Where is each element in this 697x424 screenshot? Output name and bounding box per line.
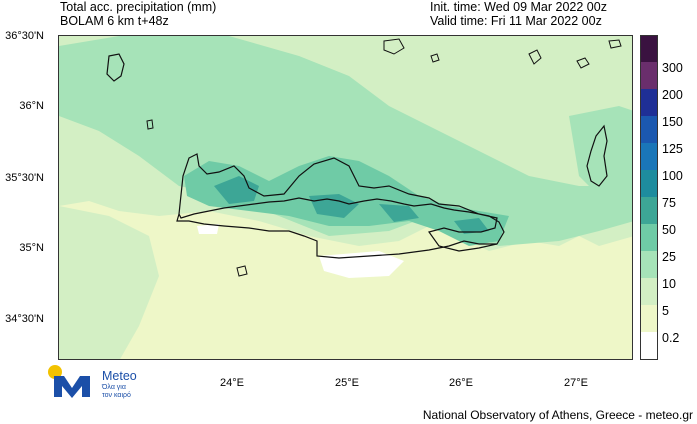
- legend-label-200: 200: [662, 88, 683, 102]
- lon-label-25: 25°E: [335, 377, 359, 389]
- init-time: Init. time: Wed 09 Mar 2022 00z: [430, 0, 607, 14]
- crete-south-coast: [176, 213, 497, 259]
- precip-zone-10-25: [59, 36, 632, 246]
- lat-label-35-30: 35°30'N: [5, 172, 44, 184]
- legend-swatch-5: [641, 197, 657, 224]
- title-line-1: Total acc. precipitation (mm): [60, 0, 217, 14]
- legend-swatch-6: [641, 170, 657, 197]
- gavdos-island: [236, 265, 248, 277]
- legend-swatch-8: [641, 116, 657, 143]
- forecast-times: Init. time: Wed 09 Mar 2022 00z Valid ti…: [430, 0, 607, 28]
- legend-swatch-2: [641, 278, 657, 305]
- meteo-logo-icon: [48, 365, 90, 398]
- legend-label-75: 75: [662, 196, 676, 210]
- lon-label-24: 24°E: [220, 377, 244, 389]
- footer-credit: National Observatory of Athens, Greece -…: [422, 408, 693, 422]
- map-svg: [59, 36, 632, 359]
- legend-label-150: 150: [662, 115, 683, 129]
- legend-swatch-4: [641, 224, 657, 251]
- lat-label-35: 35°N: [19, 242, 44, 254]
- precipitation-map[interactable]: [58, 35, 633, 360]
- meteo-logo[interactable]: Meteo Όλα για τον καιρό: [46, 364, 156, 402]
- precipitation-legend: [640, 35, 658, 360]
- lat-label-34-30: 34°30'N: [5, 313, 44, 325]
- legend-swatch-3: [641, 251, 657, 278]
- legend-label-25: 25: [662, 250, 676, 264]
- legend-label-10: 10: [662, 277, 676, 291]
- lon-label-26: 26°E: [449, 377, 473, 389]
- precip-zone-50-75-d: [454, 218, 489, 234]
- antikythera-island: [146, 119, 154, 130]
- legend-swatch-9: [641, 89, 657, 116]
- legend-swatch-10: [641, 62, 657, 89]
- legend-swatch-11: [641, 36, 657, 62]
- crete-coastline: [178, 153, 505, 252]
- legend-swatch-1: [641, 305, 657, 332]
- logo-tagline-line1: Όλα για: [102, 384, 126, 391]
- legend-swatch-7: [641, 143, 657, 170]
- santorini-island: [528, 49, 542, 65]
- lat-label-36: 36°N: [19, 100, 44, 112]
- kythira-island: [106, 53, 125, 82]
- lon-label-27: 27°E: [564, 377, 588, 389]
- precip-zone-50-75-c: [379, 204, 419, 222]
- map-title: Total acc. precipitation (mm) BOLAM 6 km…: [60, 0, 216, 28]
- legend-label-125: 125: [662, 142, 683, 156]
- precip-zone-5-10-west: [59, 206, 159, 359]
- precip-zone-10-25-east: [569, 106, 632, 196]
- title-line-2: BOLAM 6 km t+48z: [60, 14, 169, 28]
- anafi-island: [608, 39, 622, 49]
- precip-zone-50-75-a: [214, 176, 259, 204]
- astypalaia-island: [576, 57, 590, 69]
- lat-label-36-30: 36°30'N: [5, 30, 44, 42]
- karpathos-island: [586, 124, 608, 187]
- milos-island: [383, 38, 405, 55]
- logo-name: Meteo: [102, 369, 137, 383]
- legend-label-5: 5: [662, 304, 669, 318]
- logo-tagline-line2: τον καιρό: [102, 392, 131, 399]
- logo-tagline: Όλα για τον καιρό: [102, 384, 131, 400]
- legend-label-0.2: 0.2: [662, 331, 680, 345]
- dionysades-islets: [430, 53, 440, 63]
- legend-swatch-0: [641, 332, 657, 359]
- dry-patch-2: [197, 224, 219, 234]
- valid-time: Valid time: Fri 11 Mar 2022 00z: [430, 14, 602, 28]
- legend-label-300: 300: [662, 61, 683, 75]
- legend-label-50: 50: [662, 223, 676, 237]
- legend-label-100: 100: [662, 169, 683, 183]
